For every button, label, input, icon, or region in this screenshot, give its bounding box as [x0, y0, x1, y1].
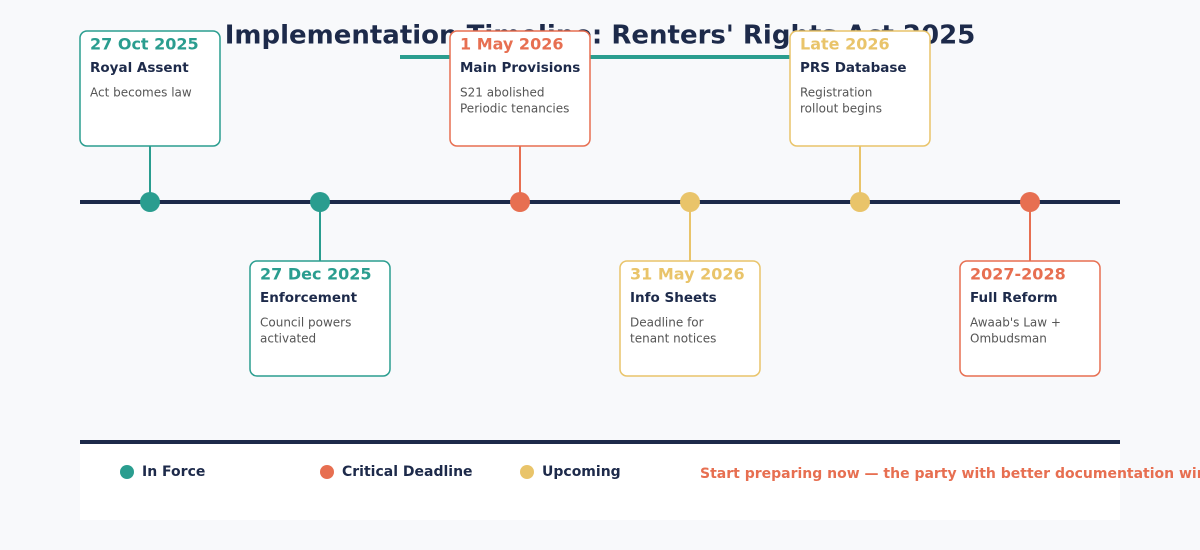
event-date: 1 May 2026	[460, 35, 563, 54]
event-card	[959, 260, 1101, 377]
event-detail: Periodic tenancies	[460, 102, 569, 116]
event-detail: Awaab's Law +	[970, 316, 1061, 330]
event-detail: Deadline for	[630, 316, 704, 330]
event-detail: Council powers	[260, 316, 351, 330]
event-dot	[1020, 192, 1040, 212]
event-detail: tenant notices	[630, 332, 716, 346]
event-dot	[140, 192, 160, 212]
event-detail: Registration	[800, 86, 872, 100]
footer-panel	[80, 444, 1120, 520]
event-heading: Royal Assent	[90, 60, 189, 76]
event-heading: Enforcement	[260, 290, 358, 306]
legend-label: Critical Deadline	[342, 464, 473, 480]
event-card	[449, 30, 591, 147]
event-date: 2027-2028	[970, 265, 1066, 284]
event-detail: Act becomes law	[90, 86, 192, 100]
legend-swatch	[320, 465, 334, 479]
event-card	[249, 260, 391, 377]
event-card	[789, 30, 931, 147]
event-detail: Ombudsman	[970, 332, 1047, 346]
event-card	[619, 260, 761, 377]
legend-label: In Force	[142, 464, 205, 480]
event-detail: S21 abolished	[460, 86, 545, 100]
legend-label: Upcoming	[542, 464, 621, 480]
event-heading: Main Provisions	[460, 60, 580, 76]
event-heading: Full Reform	[970, 290, 1058, 306]
event-heading: PRS Database	[800, 60, 907, 76]
event-card	[79, 30, 221, 147]
event-date: 31 May 2026	[630, 265, 745, 284]
event-dot	[310, 192, 330, 212]
event-heading: Info Sheets	[630, 290, 717, 306]
event-date: 27 Dec 2025	[260, 265, 372, 284]
event-date: Late 2026	[800, 35, 890, 54]
event-dot	[850, 192, 870, 212]
event-dot	[510, 192, 530, 212]
event-date: 27 Oct 2025	[90, 35, 199, 54]
event-dot	[680, 192, 700, 212]
legend-swatch	[120, 465, 134, 479]
event-detail: rollout begins	[800, 102, 882, 116]
footer-note: Start preparing now — the party with bet…	[700, 466, 1200, 482]
legend-swatch	[520, 465, 534, 479]
event-detail: activated	[260, 332, 316, 346]
